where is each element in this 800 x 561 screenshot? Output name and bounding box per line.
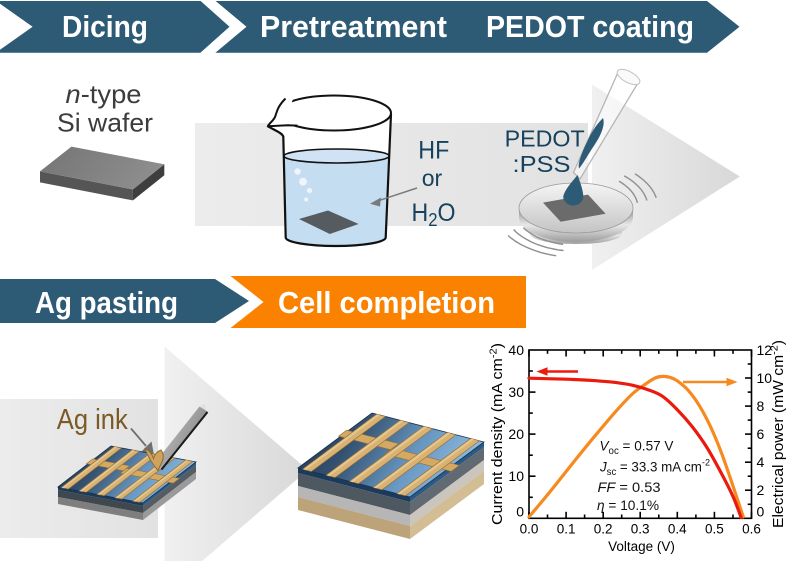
svg-text:Electrical power (mW cm-2): Electrical power (mW cm-2) (770, 340, 788, 528)
svg-text:4: 4 (757, 454, 765, 470)
svg-text:0.3: 0.3 (631, 522, 650, 537)
svg-text:0.4: 0.4 (668, 522, 687, 537)
svg-text:0.5: 0.5 (705, 522, 724, 537)
svg-text:40: 40 (508, 342, 524, 358)
svg-text:Current density (mA cm-2): Current density (mA cm-2) (489, 343, 507, 525)
svg-text:0: 0 (757, 504, 765, 520)
svg-text:n-type: n-type (66, 79, 142, 109)
svg-text:30: 30 (508, 384, 524, 400)
svg-text:10: 10 (757, 370, 773, 386)
svg-text:Cell completion: Cell completion (278, 285, 495, 320)
svg-text:PEDOT: PEDOT (505, 126, 585, 152)
svg-text:PEDOT coating: PEDOT coating (486, 9, 694, 44)
svg-text:Dicing: Dicing (62, 9, 148, 44)
svg-text:or: or (422, 165, 443, 191)
svg-text:Si wafer: Si wafer (57, 108, 153, 138)
svg-text:Pretreatment: Pretreatment (260, 9, 447, 44)
svg-text:0.1: 0.1 (557, 522, 576, 537)
svg-text:Voc = 0.57 V: Voc = 0.57 V (600, 438, 675, 458)
svg-text:0.0: 0.0 (520, 522, 539, 537)
svg-text:20: 20 (508, 426, 524, 442)
svg-text:HF: HF (418, 136, 449, 164)
svg-text:10: 10 (508, 468, 524, 484)
svg-text:6: 6 (757, 426, 765, 442)
svg-text:Ag ink: Ag ink (57, 404, 129, 436)
svg-text:0: 0 (516, 504, 524, 520)
svg-text:0.6: 0.6 (742, 522, 761, 537)
svg-text:2: 2 (757, 482, 765, 498)
svg-text:η = 10.1%: η = 10.1% (597, 497, 659, 513)
svg-text:0.2: 0.2 (594, 522, 613, 537)
svg-text:8: 8 (757, 398, 765, 414)
svg-text:Jsc = 33.3 mA cm-2: Jsc = 33.3 mA cm-2 (599, 458, 710, 479)
svg-text:Voltage (V): Voltage (V) (608, 539, 675, 554)
svg-text::PSS: :PSS (513, 151, 571, 177)
svg-text:Ag pasting: Ag pasting (35, 285, 178, 320)
svg-text:12: 12 (757, 342, 773, 358)
svg-text:FF = 0.53: FF = 0.53 (598, 479, 661, 495)
